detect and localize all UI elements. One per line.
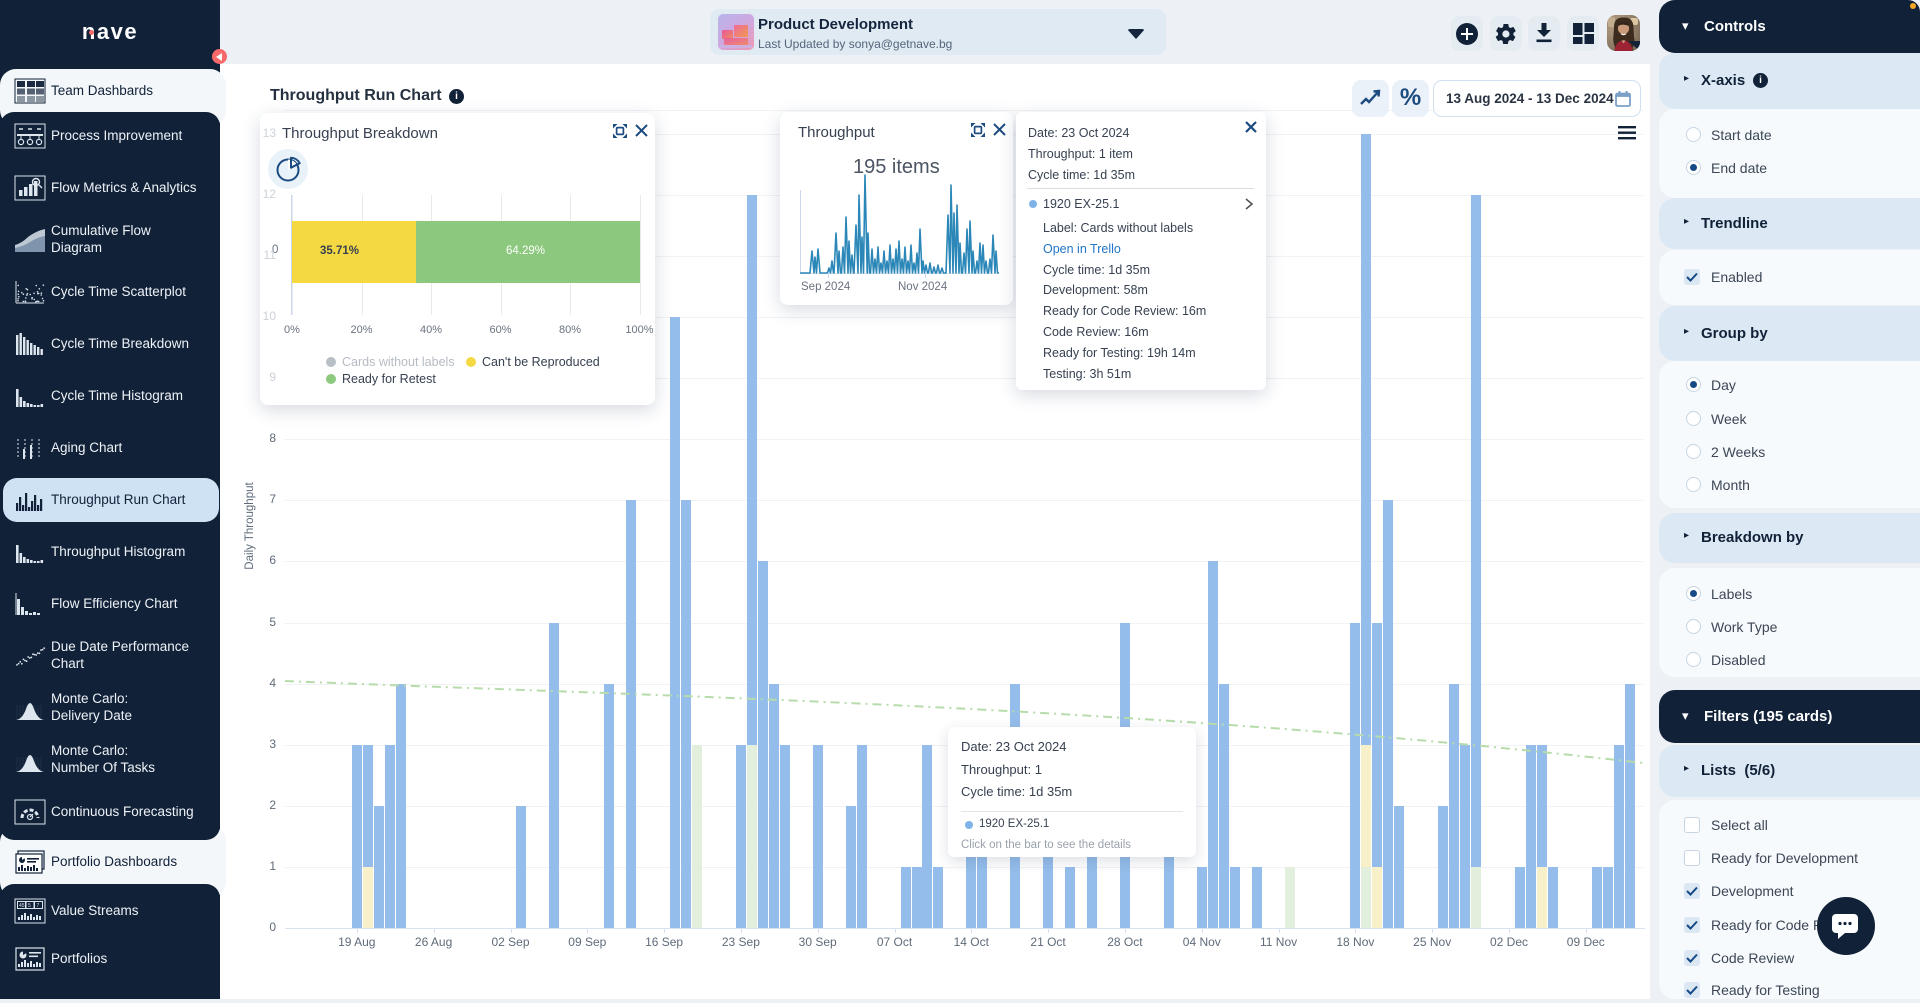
svg-text:7: 7 bbox=[37, 903, 40, 909]
svg-text:45: 45 bbox=[19, 903, 25, 909]
svg-text:5: 5 bbox=[28, 903, 31, 909]
